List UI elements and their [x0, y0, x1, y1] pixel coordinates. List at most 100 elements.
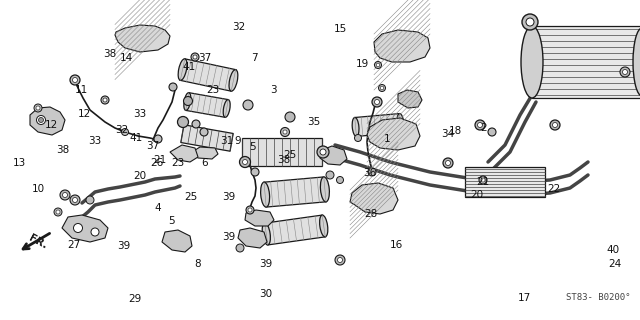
Circle shape [38, 117, 44, 123]
Circle shape [60, 190, 70, 200]
Text: 31: 31 [221, 136, 234, 146]
Circle shape [103, 98, 107, 102]
Text: 27: 27 [67, 240, 80, 250]
Circle shape [184, 97, 193, 106]
Circle shape [552, 123, 557, 127]
Text: 28: 28 [365, 209, 378, 220]
Ellipse shape [229, 70, 238, 91]
Polygon shape [398, 90, 422, 108]
Bar [264, 177, 326, 207]
Text: 37: 37 [146, 140, 159, 151]
Circle shape [380, 86, 384, 90]
Circle shape [86, 196, 94, 204]
Text: ST83- B0200°: ST83- B0200° [566, 293, 630, 302]
Text: 19: 19 [356, 59, 369, 69]
Circle shape [72, 77, 77, 83]
Bar [355, 114, 401, 136]
Text: 37: 37 [198, 52, 211, 63]
Circle shape [280, 127, 289, 137]
Text: 3: 3 [271, 84, 277, 95]
Text: 33: 33 [88, 136, 101, 146]
Circle shape [36, 106, 40, 110]
Text: 29: 29 [128, 294, 141, 304]
Circle shape [374, 100, 380, 105]
Polygon shape [30, 107, 65, 135]
Circle shape [200, 128, 208, 136]
Ellipse shape [262, 223, 270, 245]
Text: 2: 2 [480, 123, 486, 133]
Text: 21: 21 [154, 155, 166, 165]
Text: 41: 41 [182, 62, 195, 72]
Circle shape [251, 168, 259, 176]
Text: 25: 25 [184, 192, 197, 202]
Text: 38: 38 [277, 155, 290, 165]
Polygon shape [238, 228, 267, 248]
Text: 23: 23 [206, 84, 219, 95]
Ellipse shape [178, 59, 187, 80]
Circle shape [443, 158, 453, 168]
Bar [180, 59, 236, 91]
Circle shape [191, 53, 199, 61]
Text: 39: 39 [117, 241, 130, 252]
Circle shape [475, 120, 485, 130]
Bar [265, 215, 325, 245]
Text: 5: 5 [168, 216, 175, 226]
Text: 21: 21 [477, 177, 490, 188]
Polygon shape [170, 145, 198, 162]
Circle shape [54, 208, 62, 216]
Text: 33: 33 [133, 108, 146, 119]
Text: 11: 11 [75, 84, 88, 95]
Text: 23: 23 [172, 158, 184, 168]
Circle shape [488, 128, 496, 136]
Text: 39: 39 [223, 232, 236, 242]
Circle shape [378, 84, 385, 92]
Circle shape [193, 55, 197, 59]
Circle shape [326, 171, 334, 179]
Ellipse shape [352, 117, 359, 136]
Text: 13: 13 [13, 158, 26, 168]
Ellipse shape [260, 182, 269, 207]
Bar [465, 167, 545, 197]
Text: 41: 41 [130, 132, 143, 143]
Polygon shape [162, 230, 192, 252]
Polygon shape [374, 30, 430, 62]
Circle shape [481, 178, 485, 182]
Circle shape [177, 116, 189, 127]
Ellipse shape [397, 114, 404, 132]
Text: 16: 16 [390, 240, 403, 250]
Circle shape [246, 206, 254, 214]
Circle shape [374, 61, 381, 68]
Text: 38: 38 [104, 49, 116, 60]
Circle shape [36, 116, 45, 124]
Text: 20: 20 [470, 190, 483, 200]
Circle shape [34, 104, 42, 112]
Text: 15: 15 [334, 24, 347, 34]
Bar [186, 93, 228, 117]
Polygon shape [367, 118, 420, 150]
Ellipse shape [184, 93, 191, 110]
Bar [242, 138, 322, 166]
Circle shape [243, 159, 248, 164]
Text: 4: 4 [155, 203, 161, 213]
Ellipse shape [321, 177, 330, 202]
Text: 39: 39 [259, 259, 272, 269]
Text: 7: 7 [252, 52, 258, 63]
Text: 32: 32 [115, 124, 128, 135]
Polygon shape [245, 210, 274, 226]
Polygon shape [320, 146, 347, 165]
Circle shape [479, 176, 487, 184]
Text: 8: 8 [194, 259, 200, 269]
Circle shape [192, 120, 200, 128]
Circle shape [70, 75, 80, 85]
Circle shape [248, 208, 252, 212]
Circle shape [317, 146, 329, 158]
Text: 24: 24 [608, 259, 621, 269]
Circle shape [239, 156, 250, 167]
Circle shape [337, 177, 344, 183]
Circle shape [620, 67, 630, 77]
Text: FR.: FR. [27, 233, 49, 251]
Text: 10: 10 [32, 184, 45, 194]
Text: 14: 14 [120, 52, 133, 63]
Circle shape [154, 135, 162, 143]
Circle shape [550, 120, 560, 130]
